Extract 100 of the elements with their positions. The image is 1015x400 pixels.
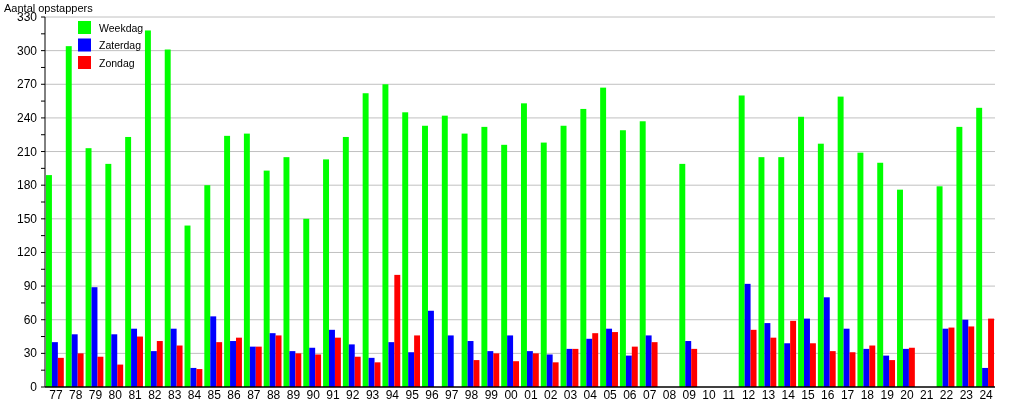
x-tick-label: 86 <box>227 388 242 400</box>
x-tick-label: 99 <box>484 388 499 400</box>
bar <box>606 328 613 387</box>
bar <box>546 354 553 387</box>
bar <box>976 107 983 387</box>
bar <box>263 170 270 387</box>
bar <box>210 316 217 387</box>
bar <box>315 354 322 387</box>
bar <box>600 87 607 387</box>
bar <box>823 297 830 387</box>
bar <box>639 121 646 387</box>
bar <box>691 348 698 387</box>
x-tick-label: 90 <box>306 388 321 400</box>
bar <box>422 125 428 387</box>
bar <box>685 341 692 387</box>
x-tick-label: 88 <box>266 388 281 400</box>
bar <box>507 335 514 387</box>
bar <box>309 347 316 387</box>
bar <box>956 126 963 387</box>
bar <box>156 341 163 387</box>
x-tick-label: 83 <box>167 388 182 400</box>
bar <box>295 353 302 387</box>
x-tick-label: 08 <box>662 388 677 400</box>
bar <box>196 369 203 387</box>
bar <box>216 342 223 387</box>
bar <box>57 357 64 387</box>
bar <box>329 329 335 387</box>
x-tick-label: 82 <box>148 388 162 400</box>
bar <box>204 185 211 387</box>
bar <box>414 335 421 387</box>
bar <box>586 338 593 387</box>
x-tick-label: 09 <box>682 388 697 400</box>
bar <box>170 328 177 387</box>
bar <box>323 159 330 387</box>
bar <box>908 347 915 387</box>
bar <box>619 130 626 387</box>
x-tick-label: 07 <box>642 388 657 400</box>
x-tick-label: 03 <box>563 388 578 400</box>
x-tick-label: 14 <box>781 388 796 400</box>
bar <box>447 335 454 387</box>
bar <box>71 334 78 387</box>
x-tick-label: 89 <box>286 388 301 400</box>
x-tick-label: 19 <box>880 388 895 400</box>
bar <box>342 136 349 387</box>
bar <box>962 319 969 387</box>
y-tick-label: 120 <box>16 245 38 260</box>
bar <box>804 318 810 387</box>
bar <box>744 283 751 387</box>
bar <box>837 96 844 387</box>
x-tick-label: 20 <box>900 388 914 400</box>
bar <box>625 355 632 387</box>
bar <box>354 356 361 387</box>
x-tick-label: 11 <box>722 388 736 400</box>
x-tick-label: 10 <box>702 388 717 400</box>
bar <box>144 30 151 387</box>
x-tick-label: 92 <box>346 388 360 400</box>
bar <box>809 343 816 387</box>
y-tick-label: 180 <box>16 178 38 193</box>
bar <box>97 356 104 387</box>
bar <box>631 346 638 387</box>
bar <box>125 136 132 387</box>
legend-label: Zondag <box>99 56 135 69</box>
bar <box>526 351 533 387</box>
bar <box>243 133 250 387</box>
bar <box>117 364 124 387</box>
bar <box>790 320 797 387</box>
bar <box>863 348 870 387</box>
bar <box>269 333 276 387</box>
x-tick-label: 96 <box>425 388 439 400</box>
bar <box>988 318 995 387</box>
bar <box>230 341 236 387</box>
bar <box>461 133 468 387</box>
bar <box>150 351 157 387</box>
bar <box>784 343 791 387</box>
bar <box>303 218 310 387</box>
x-tick-label: 77 <box>49 388 63 400</box>
bar <box>651 342 658 387</box>
bar <box>289 351 296 387</box>
x-tick-label: 02 <box>544 388 558 400</box>
bar <box>764 323 771 387</box>
y-tick-label: 30 <box>23 346 38 361</box>
bar <box>473 360 480 387</box>
y-tick-label: 90 <box>23 279 38 294</box>
x-tick-label: 79 <box>88 388 103 400</box>
bar <box>580 108 587 387</box>
y-tick-label: 0 <box>30 380 38 394</box>
x-tick-label: 12 <box>741 388 756 400</box>
bar <box>520 103 527 387</box>
bar <box>176 345 183 387</box>
y-tick-label: 150 <box>16 211 38 226</box>
bar <box>738 95 745 387</box>
bar <box>750 329 757 387</box>
x-tick-label: 01 <box>524 388 538 400</box>
bar <box>51 342 58 387</box>
x-tick-label: 21 <box>920 388 934 400</box>
bar <box>249 346 256 387</box>
bar <box>348 344 355 387</box>
y-tick-label: 300 <box>16 43 38 58</box>
bar <box>493 353 500 387</box>
bar <box>936 186 943 387</box>
